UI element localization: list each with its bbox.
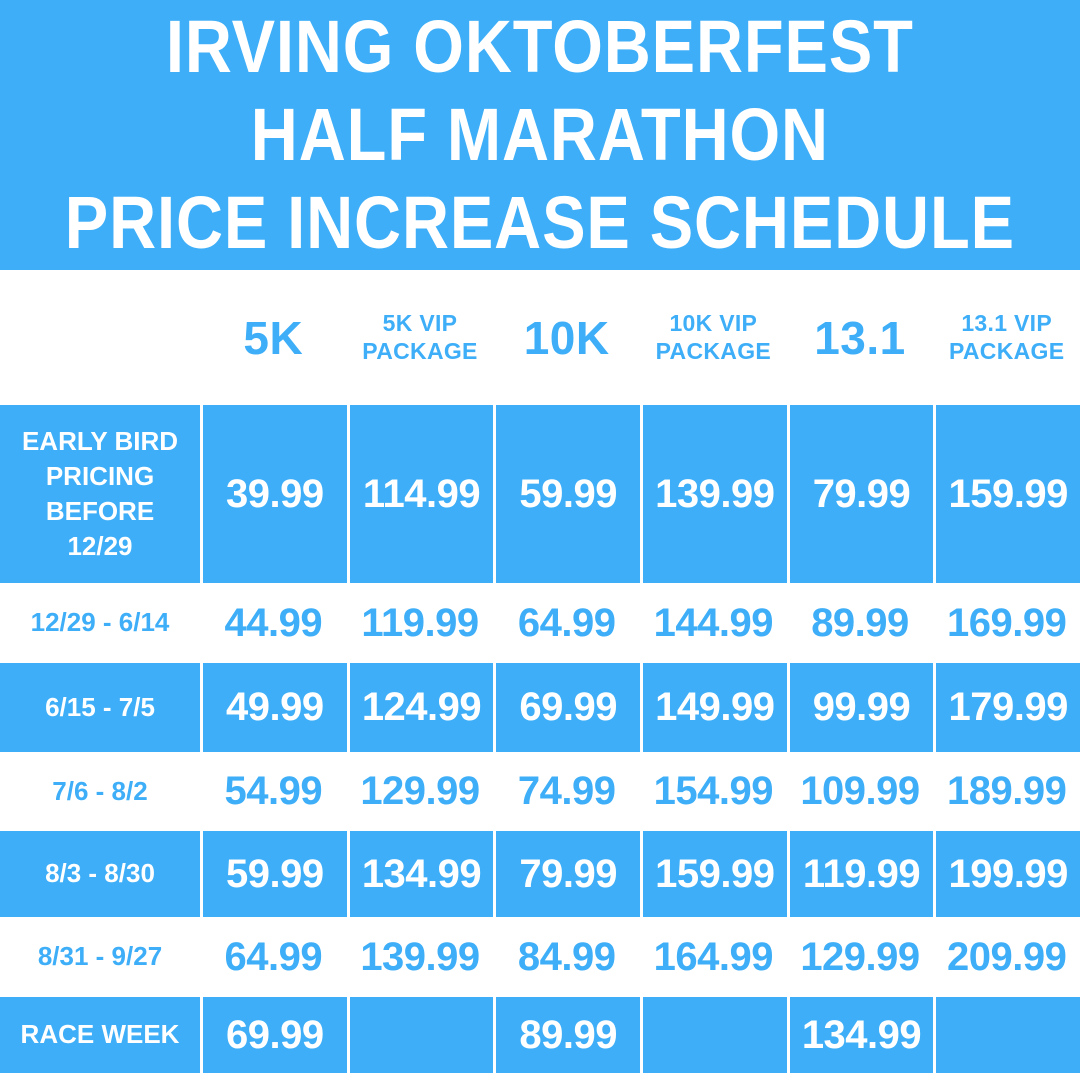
price-cell: 114.99: [349, 405, 494, 583]
price-cell: 119.99: [361, 600, 479, 645]
price-cell: 79.99: [789, 405, 934, 583]
price-cell: 44.99: [224, 600, 323, 645]
column-header-10k-vip: 10K VIP PACKAGE: [655, 309, 772, 364]
price-cell: 74.99: [517, 769, 616, 813]
row-label: 6/15 - 7/5: [0, 663, 200, 752]
price-cell: 159.99: [936, 405, 1080, 583]
price-cell: 49.99: [203, 663, 347, 752]
price-cell: 139.99: [643, 405, 787, 583]
price-cell: 109.99: [800, 769, 920, 813]
price-cell: 134.99: [349, 831, 494, 917]
table-row-early-bird: EARLY BIRD PRICING BEFORE 12/29 39.99 11…: [0, 405, 1080, 583]
column-header-5k-vip: 5K VIP PACKAGE: [362, 309, 478, 364]
price-cell: 119.99: [789, 831, 934, 917]
table-row-7-6-8-2: 7/6 - 8/2 54.99 129.99 74.99 154.99 109.…: [0, 752, 1080, 831]
page-title: IRVING OKTOBERFEST HALF MARATHON PRICE I…: [64, 5, 1016, 264]
price-cell: 164.99: [653, 934, 774, 979]
price-cell: 129.99: [360, 769, 480, 813]
row-label: 7/6 - 8/2: [52, 775, 148, 806]
column-header-5k: 5K: [243, 311, 304, 364]
row-label: RACE WEEK: [0, 997, 200, 1073]
price-cell: 209.99: [946, 934, 1067, 979]
price-cell: 89.99: [811, 600, 909, 645]
price-cell: 169.99: [946, 600, 1067, 645]
price-cell: 199.99: [936, 831, 1080, 917]
price-cell-empty: [643, 997, 787, 1073]
price-cell: 159.99: [643, 831, 787, 917]
column-header-13-1: 13.1: [814, 311, 906, 364]
price-cell: 69.99: [496, 663, 640, 752]
price-cell: 89.99: [496, 997, 640, 1073]
table-row-6-15-7-5: 6/15 - 7/5 49.99 124.99 69.99 149.99 99.…: [0, 663, 1080, 752]
table-row-12-29-6-14: 12/29 - 6/14 44.99 119.99 64.99 144.99 8…: [0, 583, 1080, 663]
column-header-13-1-vip: 13.1 VIP PACKAGE: [948, 309, 1065, 364]
table-row-race-week: RACE WEEK 69.99 89.99 134.99: [0, 997, 1080, 1073]
price-cell: 64.99: [517, 600, 616, 645]
price-cell: 54.99: [224, 769, 323, 813]
table-row-8-3-8-30: 8/3 - 8/30 59.99 134.99 79.99 159.99 119…: [0, 831, 1080, 917]
row-label: EARLY BIRD PRICING BEFORE 12/29: [0, 405, 200, 583]
price-cell: 59.99: [496, 405, 640, 583]
price-cell-empty: [936, 997, 1080, 1073]
title-banner: IRVING OKTOBERFEST HALF MARATHON PRICE I…: [0, 0, 1080, 270]
price-cell: 69.99: [203, 997, 347, 1073]
price-cell: 99.99: [789, 663, 934, 752]
price-cell-empty: [349, 997, 494, 1073]
column-header-row: 5K 5K VIP PACKAGE 10K 10K VIP PACKAGE 13…: [0, 270, 1080, 405]
price-cell: 134.99: [789, 997, 934, 1073]
price-cell: 139.99: [360, 934, 480, 979]
table-row-8-31-9-27: 8/31 - 9/27 64.99 139.99 84.99 164.99 12…: [0, 917, 1080, 997]
price-cell: 79.99: [496, 831, 640, 917]
price-cell: 59.99: [203, 831, 347, 917]
column-header-10k: 10K: [523, 311, 610, 364]
price-cell: 129.99: [800, 934, 920, 979]
price-cell: 124.99: [349, 663, 494, 752]
price-cell: 39.99: [203, 405, 347, 583]
price-cell: 64.99: [224, 934, 323, 979]
row-label: 8/31 - 9/27: [37, 941, 163, 972]
row-label: 12/29 - 6/14: [30, 607, 170, 638]
price-cell: 144.99: [653, 600, 774, 645]
price-cell: 149.99: [643, 663, 787, 752]
price-cell: 179.99: [936, 663, 1080, 752]
price-cell: 189.99: [946, 769, 1067, 813]
row-label: 8/3 - 8/30: [0, 831, 200, 917]
price-cell: 154.99: [653, 769, 774, 813]
price-cell: 84.99: [517, 934, 616, 979]
